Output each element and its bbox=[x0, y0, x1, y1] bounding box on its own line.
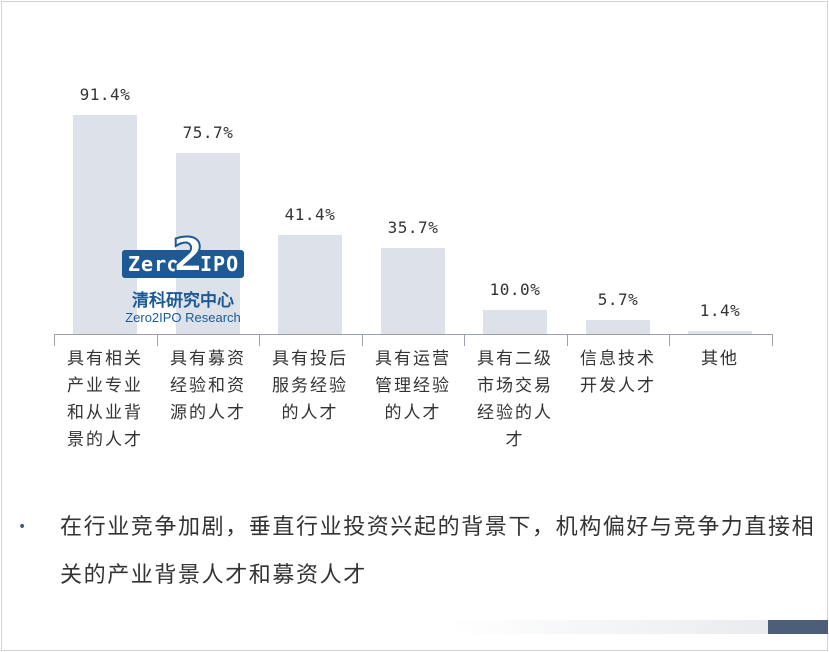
bar-value-label: 41.4% bbox=[284, 205, 336, 224]
logo-word-ipo: IPO bbox=[200, 252, 240, 276]
category-label: 其他 bbox=[672, 346, 768, 373]
bar-value-label: 1.4% bbox=[699, 301, 741, 320]
category-label-line: 其他 bbox=[701, 349, 739, 369]
category-label-line: 具有募资 bbox=[170, 349, 246, 369]
category-label-line: 具有相关 bbox=[67, 349, 143, 369]
bar bbox=[586, 320, 650, 334]
bar-value-label: 75.7% bbox=[182, 123, 234, 142]
category-label-line: 经验和资 bbox=[170, 376, 246, 396]
logo-word-zero: Zero bbox=[128, 252, 181, 276]
category-label-line: 管理经验 bbox=[375, 376, 451, 396]
category-label-line: 具有投后 bbox=[272, 349, 348, 369]
bar bbox=[483, 310, 547, 334]
x-axis-tick bbox=[772, 334, 773, 346]
bar-value-label: 10.0% bbox=[489, 280, 541, 299]
summary-text: 在行业竞争加剧，垂直行业投资兴起的背景下，机构偏好与竞争力直接相关的产业背景人才… bbox=[60, 515, 816, 588]
category-label-line: 源的人才 bbox=[170, 403, 246, 423]
category-label-line: 景的人才 bbox=[67, 430, 143, 450]
category-label-line: 和从业背 bbox=[67, 403, 143, 423]
bullet-marker: • bbox=[18, 519, 27, 535]
bar-value-label: 35.7% bbox=[387, 218, 439, 237]
category-label-line: 具有运营 bbox=[375, 349, 451, 369]
bar bbox=[176, 153, 240, 334]
footer-accent-bar bbox=[768, 620, 828, 634]
zero2ipo-logo-watermark: Zero 2 IPO 清科研究中心 Zero2IPO Research bbox=[120, 228, 250, 332]
x-axis-line bbox=[54, 334, 772, 335]
category-label: 具有运营管理经验的人才 bbox=[365, 346, 461, 427]
category-label: 具有二级市场交易经验的人才 bbox=[467, 346, 563, 454]
bar bbox=[381, 248, 445, 334]
bar bbox=[73, 115, 137, 334]
x-axis-tick bbox=[567, 334, 568, 346]
category-label-line: 信息技术 bbox=[580, 349, 656, 369]
category-label-line: 市场交易 bbox=[477, 376, 553, 396]
x-axis-tick bbox=[54, 334, 55, 346]
logo-word-two: 2 bbox=[171, 228, 205, 282]
category-label-line: 经验的人 bbox=[477, 403, 553, 423]
x-axis-tick bbox=[259, 334, 260, 346]
category-label-line: 服务经验 bbox=[272, 376, 348, 396]
category-label-line: 的人才 bbox=[281, 403, 339, 423]
bar bbox=[688, 331, 752, 334]
logo-english-name: Zero2IPO Research bbox=[125, 310, 241, 325]
bar bbox=[278, 235, 342, 334]
category-label: 具有投后服务经验的人才 bbox=[262, 346, 358, 427]
category-label: 信息技术 开发人才 bbox=[570, 346, 666, 400]
bar-value-label: 5.7% bbox=[597, 290, 639, 309]
category-label-line: 产业专业 bbox=[67, 376, 143, 396]
category-label: 具有相关产业专业和从业背景的人才 bbox=[57, 346, 153, 454]
logo-badge bbox=[122, 250, 244, 278]
footer-decoration bbox=[448, 620, 768, 634]
category-label-line: 的人才 bbox=[384, 403, 442, 423]
category-label-line: 才 bbox=[505, 430, 525, 450]
category-label-line: 具有二级 bbox=[477, 349, 553, 369]
category-label-line: 开发人才 bbox=[580, 376, 656, 396]
category-label: 具有募资经验和资源的人才 bbox=[160, 346, 256, 427]
x-axis-tick bbox=[362, 334, 363, 346]
bar-value-label: 91.4% bbox=[79, 85, 131, 104]
logo-chinese-name: 清科研究中心 bbox=[132, 291, 234, 311]
x-axis-tick bbox=[464, 334, 465, 346]
x-axis-tick bbox=[669, 334, 670, 346]
x-axis-tick bbox=[157, 334, 158, 346]
